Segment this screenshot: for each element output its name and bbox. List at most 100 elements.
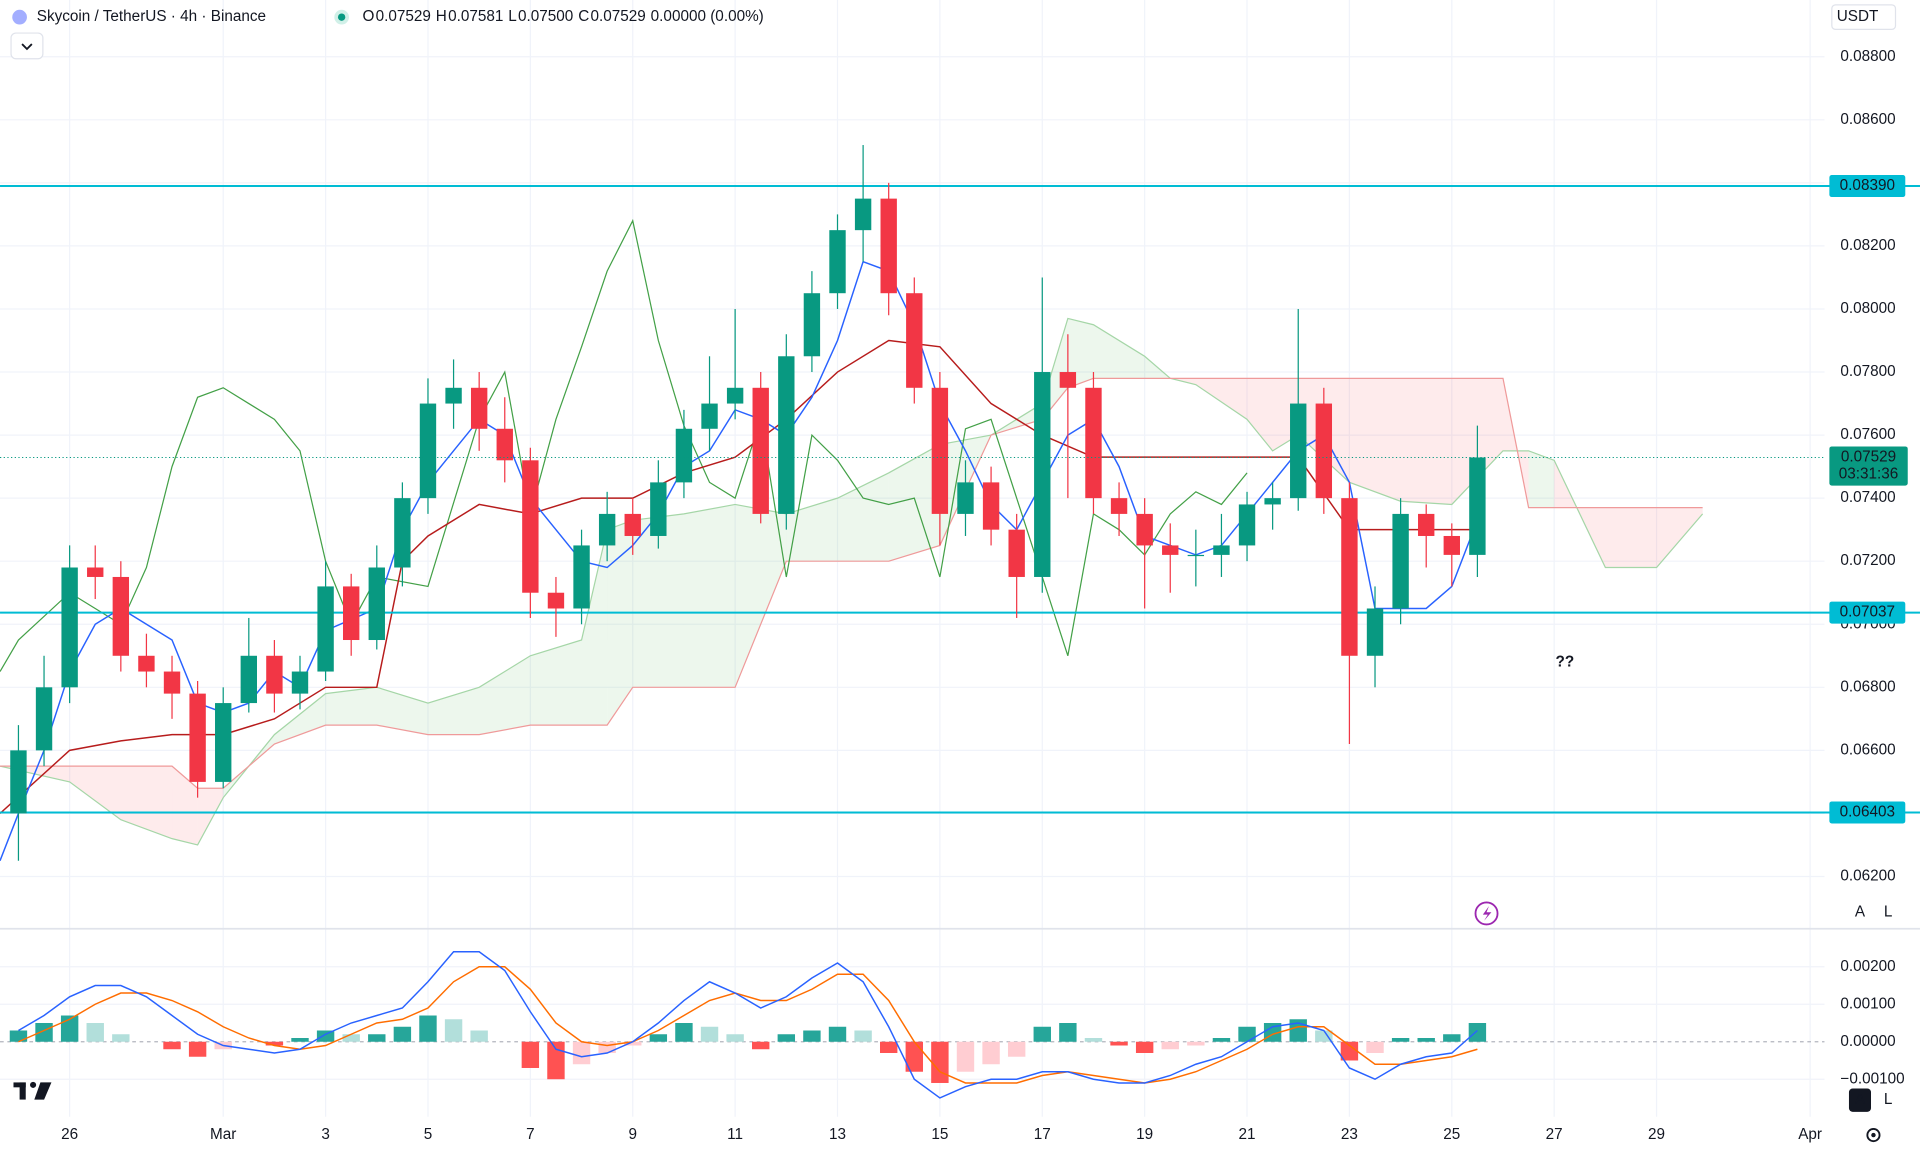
candle-body	[624, 513, 641, 536]
candle-body	[189, 693, 206, 782]
cloud-fill	[1093, 324, 1145, 379]
candle-body	[1059, 372, 1077, 388]
cloud-fill	[325, 687, 377, 726]
candle-body	[598, 513, 616, 546]
histogram-bar	[624, 1041, 642, 1046]
histogram-bar	[1135, 1041, 1154, 1053]
candle-body	[368, 567, 385, 641]
x-tick-label: 25	[1443, 1126, 1460, 1143]
x-tick-label: 26	[61, 1126, 78, 1143]
ohlc-key: C	[578, 8, 589, 25]
candle-body	[445, 387, 462, 404]
y-tick-label: −0.00100	[1840, 1070, 1904, 1087]
histogram-bar	[572, 1041, 591, 1065]
level-label: 0.07037	[1840, 604, 1895, 621]
candle-body	[317, 586, 334, 672]
candle-body	[752, 387, 769, 514]
auto-scale-button[interactable]: A	[1855, 1091, 1866, 1108]
cloud-fill	[1195, 378, 1248, 420]
alert-icon[interactable]	[1474, 901, 1499, 926]
settings-icon-center[interactable]	[1871, 1132, 1876, 1138]
settings-icon[interactable]	[1866, 1128, 1881, 1143]
histogram-bar	[419, 1015, 437, 1042]
cloud-fill	[837, 472, 889, 562]
y-tick-label: 0.00000	[1840, 1033, 1895, 1050]
candle-body	[829, 230, 846, 294]
histogram-bar	[700, 1026, 719, 1042]
histogram-bar	[547, 1041, 565, 1080]
auto-scale-button[interactable]: A	[1855, 903, 1866, 920]
cloud-fill	[1067, 318, 1094, 388]
candle-body	[240, 655, 257, 704]
candle-body	[982, 482, 1000, 530]
candle-body	[61, 567, 78, 688]
plot-layer	[0, 145, 1920, 1099]
cloud-fill	[530, 640, 582, 726]
candle-body	[778, 356, 795, 514]
cloud-fill	[683, 504, 736, 688]
candle-body	[803, 293, 821, 357]
dropdown-box[interactable]	[10, 32, 44, 60]
candle-body	[215, 703, 232, 782]
y-tick-label: 0.08200	[1840, 237, 1895, 254]
alert-bolt[interactable]	[1482, 906, 1492, 921]
log-scale-button[interactable]: L	[1884, 903, 1893, 920]
candle-body	[1469, 457, 1486, 555]
cloud-fill	[274, 693, 326, 745]
tv-logo	[13, 1081, 52, 1100]
histogram-bar	[291, 1037, 309, 1042]
histogram-bar	[752, 1041, 770, 1050]
candle-body	[1085, 387, 1102, 499]
candle-body	[906, 293, 923, 388]
ohlc-value: 0.07500	[518, 8, 573, 25]
histogram-bar	[1340, 1041, 1359, 1061]
histogram-bar	[1033, 1026, 1051, 1042]
candle-body	[394, 498, 411, 568]
histogram-bar	[879, 1041, 898, 1053]
cloud-fill	[786, 498, 838, 562]
auto-scale-active-box[interactable]	[1848, 1088, 1872, 1112]
histogram-bar	[931, 1041, 949, 1083]
candle-body	[112, 576, 130, 656]
candle-body	[1341, 498, 1358, 656]
level-label: 0.08390	[1840, 177, 1895, 194]
x-tick-label: 19	[1136, 1126, 1153, 1143]
countdown-label: 03:31:36	[1839, 466, 1899, 483]
histogram-bar	[163, 1041, 181, 1050]
candle-body	[1162, 545, 1179, 555]
histogram-bar	[982, 1041, 1000, 1065]
cloud-fill	[1605, 507, 1657, 568]
histogram-bar	[60, 1015, 79, 1042]
histogram-bar	[956, 1041, 975, 1072]
histogram-bar	[393, 1026, 412, 1042]
cloud-fill	[1656, 507, 1703, 568]
x-tick-label: 9	[628, 1126, 637, 1143]
ohlc-key: O	[362, 8, 374, 25]
histogram-bar	[368, 1034, 386, 1042]
logo-part	[30, 1081, 37, 1088]
histogram-bar	[1212, 1037, 1231, 1042]
currency-box[interactable]	[1831, 4, 1897, 30]
histogram-bar	[1161, 1041, 1179, 1050]
candle-body	[87, 567, 104, 577]
cloud-fill	[479, 655, 531, 735]
logo-part	[13, 1082, 26, 1088]
dropdown-button[interactable]	[10, 32, 44, 60]
overlay-layer: 0.088000.086000.084000.082000.080000.078…	[37, 4, 1908, 1143]
histogram-bar	[1391, 1037, 1410, 1042]
histogram-bar	[470, 1030, 488, 1042]
histogram-bar	[1468, 1023, 1487, 1042]
background-layer	[0, 0, 1825, 1117]
candle-body	[1264, 498, 1281, 505]
cloud-fill	[607, 520, 633, 726]
candle-body	[1392, 513, 1409, 609]
cloud-span-b	[0, 377, 1703, 789]
ohlc-key: L	[508, 8, 517, 25]
log-scale-button[interactable]: L	[1884, 1091, 1893, 1108]
candle-body	[35, 687, 53, 751]
histogram-bar	[1366, 1041, 1384, 1053]
dropdown-chevron[interactable]	[21, 43, 33, 51]
y-tick-label: 0.00100	[1840, 995, 1895, 1012]
currency-label[interactable]: USDT	[1837, 8, 1879, 25]
y-tick-label: 0.07400	[1840, 489, 1895, 506]
